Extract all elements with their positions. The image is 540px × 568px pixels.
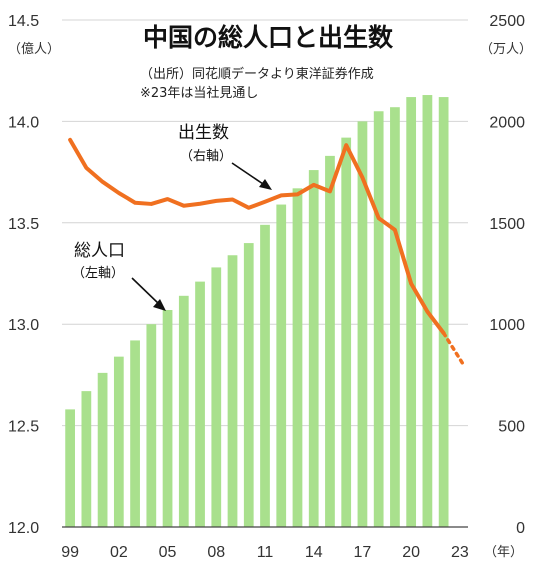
population-bar: [130, 340, 140, 527]
right-tick-label: 1500: [489, 216, 525, 233]
population-bar: [81, 391, 92, 527]
x-tick-label: 20: [402, 544, 420, 561]
population-bar: [276, 204, 287, 527]
population-bar: [373, 111, 384, 527]
left-axis-unit: （億人）: [8, 41, 60, 57]
population-bar: [260, 224, 270, 527]
right-tick-label: 2500: [489, 13, 525, 30]
population-bar: [195, 281, 205, 527]
population-bar: [438, 97, 449, 528]
population-arrow: [131, 277, 166, 311]
right-axis-unit: （万人）: [480, 42, 532, 57]
x-tick-label: 02: [110, 544, 128, 561]
left-tick-label: 12.5: [8, 419, 39, 436]
births-axis-label: （右軸）: [180, 149, 232, 164]
source-note: （出所）同花順データより東洋証券作成: [140, 66, 374, 82]
population-bar: [357, 121, 368, 528]
left-tick-label: 13.5: [8, 216, 39, 233]
population-bar: [146, 324, 157, 527]
population-bar: [243, 243, 254, 527]
x-tick-label: 11: [257, 544, 274, 561]
population-bar: [113, 356, 124, 527]
right-axis-ticks: 0 500 1000 1500 2000 2500: [489, 13, 525, 537]
population-axis-label: （左軸）: [72, 266, 124, 281]
x-tick-label: 99: [61, 544, 79, 561]
population-bar: [325, 155, 335, 527]
population-bar: [178, 295, 189, 527]
x-tick-label: 05: [159, 544, 177, 561]
gridlines: [62, 19, 468, 427]
population-bar: [341, 137, 352, 527]
population-bar: [211, 267, 222, 527]
births-estimate-line: [441, 331, 467, 369]
x-tick-label: 23: [451, 544, 469, 561]
left-tick-label: 13.0: [8, 317, 39, 334]
population-bar: [390, 107, 400, 527]
population-bar: [406, 97, 417, 528]
chart-title: 中国の総人口と出生数: [143, 23, 394, 52]
population-bar: [97, 372, 108, 527]
population-bar: [292, 188, 303, 527]
population-bars: [65, 95, 449, 528]
left-tick-label: 12.0: [8, 520, 39, 537]
left-tick-label: 14.5: [8, 13, 39, 30]
right-tick-label: 500: [498, 419, 525, 436]
estimate-note: ※23年は当社見通し: [140, 85, 258, 101]
population-series-label: 総人口: [74, 241, 125, 261]
population-bar: [227, 255, 238, 528]
x-axis-unit: （年）: [484, 545, 523, 560]
x-tick-label: 17: [354, 544, 372, 561]
population-bar: [308, 170, 319, 527]
births-line: [68, 137, 446, 336]
x-tick-label: 14: [305, 544, 323, 561]
births-series-label: 出生数: [178, 123, 229, 143]
x-axis-ticks: 99 02 05 08 11 14 17 20 23: [61, 544, 469, 561]
right-tick-label: 2000: [489, 114, 525, 131]
x-tick-label: 08: [207, 544, 225, 561]
left-tick-label: 14.0: [8, 114, 39, 131]
population-bar: [65, 409, 75, 527]
left-axis-ticks: 12.0 12.5 13.0 13.5 14.0 14.5: [8, 13, 39, 537]
right-tick-label: 0: [516, 520, 525, 537]
births-line-layer: [68, 137, 467, 369]
births-arrow: [231, 162, 272, 190]
population-bar: [162, 310, 173, 527]
right-tick-label: 1000: [489, 317, 525, 334]
